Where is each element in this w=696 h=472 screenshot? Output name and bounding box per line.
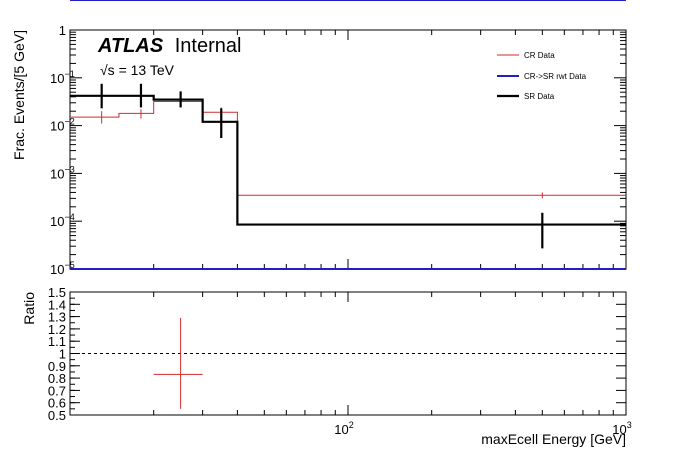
y-tick-label: 10−3: [50, 164, 75, 181]
y-tick-label: 10−2: [50, 117, 75, 134]
series-step-cr-data: [70, 100, 626, 196]
energy-label: √s = 13 TeV: [100, 62, 175, 78]
x-tick-label: 103: [612, 420, 631, 437]
ratio-y-tick-label: 1.2: [48, 322, 66, 337]
y-tick-label: 1: [59, 23, 66, 38]
ratio-panel: 0.50.60.70.80.911.11.21.31.41.5 102 103 R…: [21, 285, 632, 447]
ratio-y-tick-labels: 0.50.60.70.80.911.11.21.31.41.5: [48, 285, 66, 423]
atlas-bold: ATLAS: [97, 35, 164, 57]
ratio-series: [70, 317, 626, 409]
ratio-y-tick-label: 1.5: [48, 285, 66, 300]
series-step-sr-data: [70, 94, 626, 226]
x-axis-label: maxEcell Energy [GeV]: [481, 431, 626, 447]
x-tick-label: 102: [334, 420, 353, 437]
ratio-axis-ticks: [70, 291, 626, 416]
x-tick-labels: 102 103: [334, 420, 631, 437]
y-tick-label: 10−4: [50, 212, 75, 229]
ratio-y-tick-label: 0.9: [48, 359, 66, 374]
main-y-axis-label: Frac. Events/[5 GeV]: [11, 30, 27, 160]
ratio-y-tick-label: 0.7: [48, 383, 66, 398]
legend-label: SR Data: [524, 92, 555, 101]
ratio-y-tick-label: 1: [59, 347, 66, 362]
y-tick-label: 10−1: [50, 69, 75, 86]
ratio-y-axis-label: Ratio: [21, 292, 37, 325]
ratio-y-tick-label: 0.5: [48, 408, 66, 423]
ratio-y-tick-label: 1.4: [48, 297, 66, 312]
y-tick-label: 10−5: [50, 260, 75, 277]
ratio-y-tick-label: 1.1: [48, 334, 66, 349]
legend-label: CR Data: [524, 51, 555, 60]
atlas-internal: Internal: [175, 35, 242, 57]
legend-label: CR->SR rwt Data: [524, 72, 587, 81]
ratio-y-tick-label: 1.3: [48, 310, 66, 325]
main-panel: 1 10−1 10−2 10−3 10−4 10−5 Frac. Events/[5 Ge…: [11, 23, 627, 277]
main-series: [70, 83, 626, 270]
ratio-y-tick-label: 0.8: [48, 371, 66, 386]
main-y-tick-labels: 1 10−1 10−2 10−3 10−4 10−5: [50, 23, 75, 277]
ratio-y-tick-label: 0.6: [48, 396, 66, 411]
legend: CR Data CR->SR rwt Data SR Data: [497, 51, 587, 101]
atlas-label: ATLAS Internal: [97, 35, 241, 57]
